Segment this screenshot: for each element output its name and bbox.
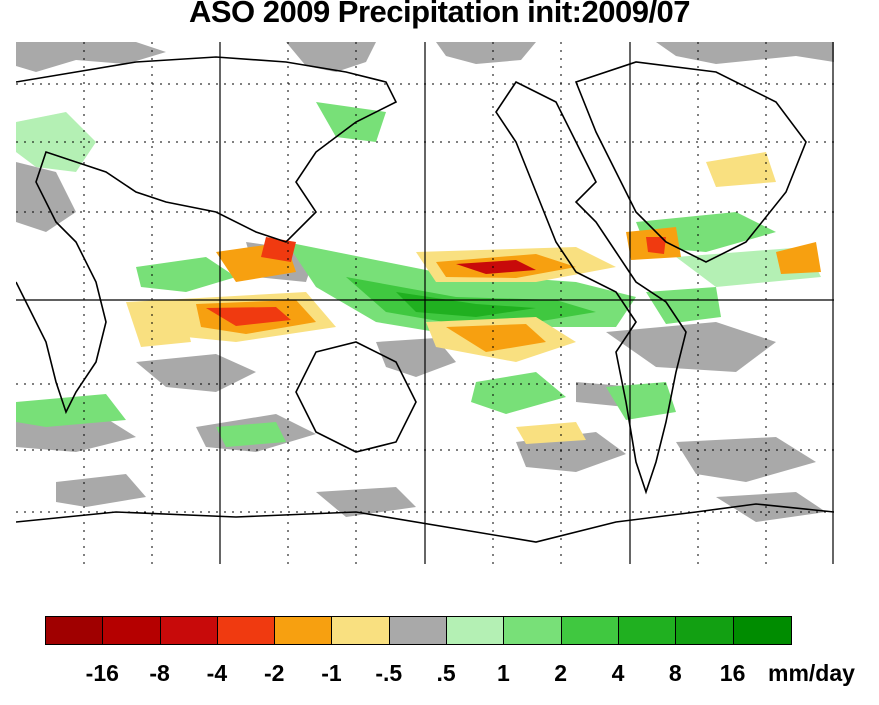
- colorbar-swatch: [676, 617, 734, 644]
- colorbar-tick-label: -2: [263, 660, 285, 686]
- colorbar-swatch: [447, 617, 505, 644]
- colorbar-swatch: [733, 617, 791, 644]
- wet-anomaly-regions: [16, 102, 821, 447]
- colorbar-tick-label: .5: [436, 660, 456, 686]
- colorbar-swatch: [389, 617, 448, 644]
- colorbar-tick-label: -16: [85, 660, 119, 686]
- colorbar: [45, 616, 792, 645]
- colorbar-tick-label: 8: [668, 660, 682, 686]
- colorbar-tick-labels: -16 -8 -4 -2 -1 -.5 .5 1 2 4 8 16: [45, 660, 865, 690]
- colorbar-unit-label: mm/day: [768, 660, 855, 686]
- colorbar-tick-label: -1: [321, 660, 342, 686]
- colorbar-swatch: [504, 617, 562, 644]
- map-title: ASO 2009 Precipitation init:2009/07: [188, 0, 691, 29]
- colorbar-tick-label: 16: [719, 660, 746, 686]
- colorbar-swatch: [275, 617, 333, 644]
- colorbar-tick-label: 2: [554, 660, 568, 686]
- colorbar-swatch: [332, 617, 390, 644]
- colorbar-tick-label: 4: [611, 660, 625, 686]
- colorbar-swatch: [618, 617, 677, 644]
- colorbar-swatch: [160, 617, 218, 644]
- colorbar-tick-label: -4: [206, 660, 228, 686]
- coastlines: [16, 56, 834, 543]
- map-major-gridlines: [16, 42, 834, 564]
- colorbar-tick-label: 1: [496, 660, 510, 686]
- dry-anomaly-regions: [126, 152, 821, 444]
- colorbar-tick-label: -.5: [375, 660, 403, 686]
- colorbar-swatch: [561, 617, 619, 644]
- precipitation-anomaly-map: [16, 42, 834, 564]
- colorbar-swatch: [217, 617, 276, 644]
- colorbar-swatch: [46, 617, 104, 644]
- colorbar-tick-label: -8: [149, 660, 170, 686]
- colorbar-swatch: [103, 617, 161, 644]
